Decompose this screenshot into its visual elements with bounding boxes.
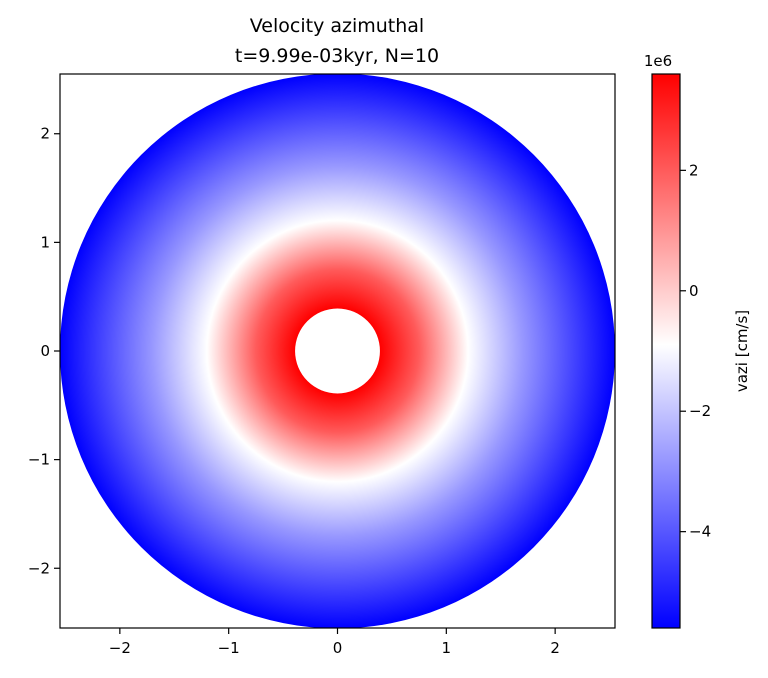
y-tick-label: 1 (40, 233, 50, 251)
x-tick-label: 2 (550, 639, 560, 657)
colorbar-tick-label: −2 (689, 402, 711, 420)
colorbar-offset-text: 1e6 (644, 52, 672, 70)
colorbar-label: vazi [cm/s] (733, 310, 751, 392)
colorbar-tick-label: −4 (689, 523, 711, 541)
x-tick-label: −1 (218, 639, 240, 657)
x-tick-label: 1 (442, 639, 452, 657)
inner-hole (295, 308, 380, 394)
colorbar-ticks: 2 0 −2 −4 (680, 161, 711, 541)
x-axis-ticks: −2 −1 0 1 2 (109, 628, 560, 657)
colorbar (651, 73, 681, 629)
chart-title: Velocity azimuthal (250, 15, 424, 37)
y-tick-label: 2 (40, 125, 50, 143)
y-tick-label: −2 (28, 559, 50, 577)
colorbar-tick-label: 0 (689, 282, 699, 300)
chart-subtitle: t=9.99e-03kyr, N=10 (235, 45, 439, 67)
y-tick-label: 0 (40, 342, 50, 360)
plot-area (60, 74, 615, 628)
y-tick-label: −1 (28, 451, 50, 469)
y-axis-ticks: −2 −1 0 1 2 (28, 125, 60, 577)
x-tick-label: 0 (333, 639, 343, 657)
colorbar-tick-label: 2 (689, 161, 699, 179)
x-tick-label: −2 (109, 639, 131, 657)
